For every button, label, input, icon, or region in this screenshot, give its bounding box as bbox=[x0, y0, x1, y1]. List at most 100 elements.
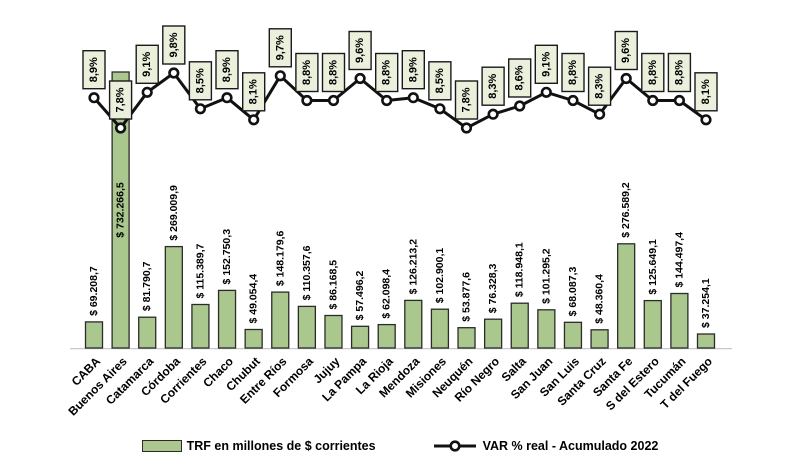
var-label-box bbox=[295, 52, 319, 93]
bar bbox=[350, 325, 370, 349]
var-marker bbox=[540, 86, 552, 98]
var-marker bbox=[567, 94, 579, 107]
var-label-box bbox=[135, 44, 159, 84]
bar-value-label: $ 49.054,4 bbox=[248, 274, 260, 324]
bar-value-label: $ 81.790,7 bbox=[141, 261, 153, 311]
var-value-label: 9,7% bbox=[274, 35, 286, 60]
var-label-box bbox=[561, 52, 585, 93]
var-value-label: 8,8% bbox=[673, 60, 685, 85]
var-marker bbox=[327, 94, 340, 107]
bar-value-label: $ 732.266,5 bbox=[115, 182, 127, 238]
bar bbox=[643, 299, 662, 349]
var-marker bbox=[673, 94, 686, 107]
bar-value-label: $ 48.360,4 bbox=[594, 274, 606, 324]
bar-value-label: $ 69.208,7 bbox=[88, 266, 100, 316]
var-marker bbox=[381, 94, 393, 107]
var-marker bbox=[194, 103, 206, 115]
var-marker bbox=[354, 72, 366, 85]
bar-value-label: $ 115.389,7 bbox=[194, 243, 206, 298]
bar bbox=[670, 292, 689, 349]
bar bbox=[430, 308, 450, 349]
bar-value-label: $ 148.179,6 bbox=[274, 231, 286, 287]
bar bbox=[377, 323, 396, 349]
var-label-box bbox=[694, 72, 718, 112]
bar bbox=[324, 314, 343, 349]
var-value-label: 8,5% bbox=[194, 68, 206, 93]
bar bbox=[111, 71, 130, 349]
var-label-box bbox=[481, 66, 505, 106]
var-value-label: 9,6% bbox=[354, 38, 366, 63]
bar bbox=[563, 321, 583, 349]
bar bbox=[271, 291, 290, 349]
var-label-box bbox=[188, 61, 213, 101]
var-label-box bbox=[508, 58, 532, 98]
bar bbox=[696, 333, 716, 349]
var-marker bbox=[221, 92, 233, 104]
var-label-box bbox=[454, 80, 479, 120]
var-marker bbox=[514, 100, 526, 112]
legend-item-bar-series: TRF en millones de $ corrientes bbox=[141, 439, 376, 453]
chart-legend: TRF en millones de $ corrientes VAR % re… bbox=[0, 434, 800, 458]
var-value-label: 8,3% bbox=[487, 73, 499, 98]
var-label-box bbox=[614, 30, 638, 71]
var-label-box bbox=[401, 50, 425, 90]
var-value-label: 9,1% bbox=[141, 52, 153, 77]
line-series-swatch-icon bbox=[432, 438, 478, 454]
bar-value-label: $ 118.948,1 bbox=[514, 242, 526, 297]
bar-value-label: $ 76.328,3 bbox=[487, 263, 499, 313]
var-line bbox=[92, 71, 707, 130]
var-label-box bbox=[215, 50, 239, 90]
var-label-box bbox=[587, 66, 612, 106]
var-label-box bbox=[162, 25, 186, 65]
var-value-label: 7,8% bbox=[461, 87, 473, 112]
var-label-box bbox=[428, 61, 452, 101]
var-value-label: 8,9% bbox=[88, 57, 100, 82]
bar bbox=[617, 243, 636, 349]
legend-item-line-series: VAR % real - Acumulado 2022 bbox=[432, 438, 659, 454]
var-value-label: 8,1% bbox=[248, 79, 260, 104]
bar-value-label: $ 269.009,9 bbox=[168, 185, 180, 241]
var-value-label: 8,1% bbox=[700, 79, 712, 104]
bar-value-label: $ 102.900,1 bbox=[434, 248, 446, 304]
bar bbox=[164, 245, 183, 349]
bar-series-label: TRF en millones de $ corrientes bbox=[186, 439, 376, 453]
bar bbox=[483, 318, 503, 349]
bar-line-chart-canvas: $ 69.208,7 $ 732.266,5 $ 81.790,7 $ 269.009… bbox=[65, 25, 732, 419]
bar bbox=[404, 299, 423, 349]
bar bbox=[84, 321, 104, 349]
var-value-label: 8,8% bbox=[647, 60, 659, 85]
bar-value-label: $ 62.098,4 bbox=[381, 269, 393, 319]
var-label-box bbox=[375, 52, 399, 93]
var-marker bbox=[647, 94, 659, 107]
bar-value-label: $ 152.750,3 bbox=[221, 229, 233, 285]
var-marker bbox=[88, 92, 100, 104]
var-value-label: 8,9% bbox=[407, 57, 419, 82]
bar bbox=[457, 327, 476, 349]
bar bbox=[297, 305, 317, 349]
var-marker bbox=[593, 108, 606, 120]
bar-value-label: $ 68.087,3 bbox=[567, 267, 579, 317]
bar bbox=[537, 309, 556, 349]
bar-value-label: $ 276.589,2 bbox=[620, 182, 632, 238]
var-value-label: 8,3% bbox=[594, 73, 606, 98]
var-value-label: 8,9% bbox=[221, 57, 233, 82]
line-series-label: VAR % real - Acumulado 2022 bbox=[482, 439, 659, 453]
bar bbox=[191, 303, 210, 349]
var-label-box bbox=[82, 50, 106, 90]
bar-value-label: $ 37.254,1 bbox=[700, 278, 712, 328]
var-value-label: 7,8% bbox=[115, 87, 127, 112]
bar bbox=[510, 302, 529, 349]
var-label-box bbox=[241, 72, 266, 112]
var-marker bbox=[248, 114, 260, 126]
bar bbox=[217, 289, 237, 349]
var-value-label: 9,1% bbox=[540, 52, 552, 77]
var-value-label: 8,8% bbox=[301, 60, 313, 85]
var-value-label: 8,6% bbox=[514, 65, 526, 90]
var-label-box bbox=[321, 52, 346, 93]
var-value-label: 9,8% bbox=[168, 32, 180, 57]
var-label-box bbox=[268, 28, 292, 68]
var-label-box bbox=[108, 80, 133, 120]
var-label-box bbox=[641, 52, 665, 93]
var-marker bbox=[434, 103, 446, 115]
